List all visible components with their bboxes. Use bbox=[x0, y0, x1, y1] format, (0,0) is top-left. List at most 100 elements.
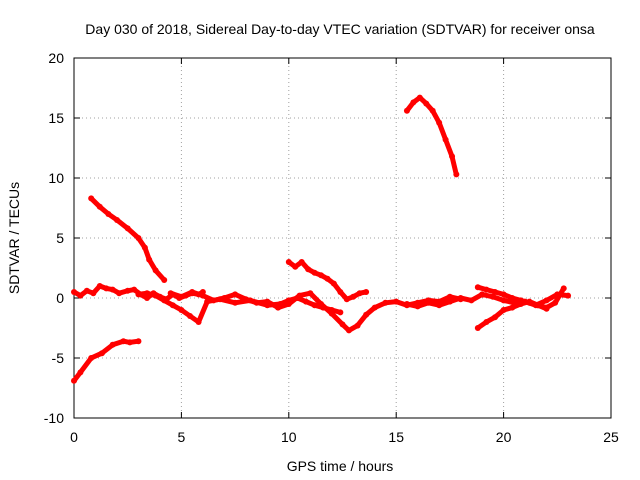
grid-lines bbox=[74, 58, 611, 418]
data-point bbox=[232, 291, 239, 298]
data-point bbox=[71, 289, 77, 295]
x-tick-label: 20 bbox=[496, 429, 512, 445]
data-point bbox=[77, 292, 84, 299]
data-point bbox=[298, 259, 305, 265]
data-point bbox=[305, 266, 312, 273]
data-point bbox=[88, 355, 95, 361]
data-point bbox=[324, 275, 331, 282]
series-arc-2 bbox=[88, 195, 167, 283]
data-point bbox=[393, 298, 400, 305]
data-point bbox=[275, 304, 282, 311]
data-point bbox=[232, 299, 239, 306]
x-tick-label: 5 bbox=[178, 429, 186, 445]
data-point bbox=[565, 292, 572, 299]
data-point bbox=[199, 292, 206, 299]
y-tick-label: 0 bbox=[56, 290, 64, 306]
data-point bbox=[526, 299, 533, 306]
data-point bbox=[135, 338, 142, 345]
data-point bbox=[124, 287, 131, 294]
data-point bbox=[126, 339, 133, 346]
data-point bbox=[429, 107, 436, 114]
data-point bbox=[88, 195, 95, 202]
y-tick-label: 10 bbox=[48, 170, 64, 186]
data-point bbox=[77, 369, 84, 376]
data-point bbox=[416, 94, 423, 101]
data-point bbox=[144, 295, 151, 301]
data-point bbox=[345, 327, 352, 334]
data-point bbox=[103, 285, 110, 292]
data-point bbox=[292, 263, 299, 270]
data-point bbox=[363, 311, 370, 318]
data-point bbox=[135, 291, 142, 298]
data-point bbox=[410, 99, 417, 106]
data-point bbox=[403, 301, 410, 307]
data-point bbox=[264, 298, 271, 305]
data-point bbox=[436, 119, 443, 126]
data-point bbox=[492, 314, 499, 321]
data-point bbox=[285, 259, 292, 265]
data-point bbox=[543, 305, 550, 312]
data-series bbox=[71, 94, 572, 384]
data-point bbox=[167, 290, 174, 297]
data-point bbox=[141, 244, 148, 251]
data-point bbox=[483, 319, 490, 325]
data-point bbox=[285, 301, 292, 307]
axis-ticks bbox=[73, 57, 612, 419]
data-point bbox=[552, 299, 559, 306]
data-point bbox=[500, 291, 507, 298]
data-point bbox=[131, 286, 138, 293]
data-point bbox=[354, 322, 361, 329]
data-point bbox=[509, 295, 516, 301]
x-tick-labels: 0 5 10 15 20 25 bbox=[70, 429, 619, 445]
data-point bbox=[210, 297, 217, 304]
data-point bbox=[509, 304, 516, 311]
data-point bbox=[500, 297, 507, 304]
data-point bbox=[146, 256, 153, 263]
data-point bbox=[109, 286, 116, 293]
data-point bbox=[116, 290, 123, 297]
y-tick-label: -5 bbox=[52, 350, 65, 366]
data-point bbox=[161, 297, 168, 304]
data-point bbox=[371, 304, 378, 311]
data-point bbox=[105, 211, 112, 217]
x-tick-label: 0 bbox=[70, 429, 78, 445]
data-point bbox=[328, 310, 335, 317]
data-point bbox=[152, 292, 159, 299]
data-point bbox=[307, 290, 314, 297]
data-point bbox=[483, 286, 490, 293]
data-point bbox=[330, 280, 337, 287]
x-tick-label: 10 bbox=[281, 429, 297, 445]
data-point bbox=[363, 289, 370, 295]
data-point bbox=[242, 296, 249, 303]
data-point bbox=[337, 289, 344, 295]
series-arc-1 bbox=[71, 338, 141, 384]
data-point bbox=[479, 291, 486, 298]
y-tick-label: 15 bbox=[48, 110, 64, 126]
series-arc-8 bbox=[404, 291, 571, 309]
data-point bbox=[442, 136, 449, 143]
data-point bbox=[356, 290, 363, 297]
data-point bbox=[311, 269, 318, 276]
data-point bbox=[436, 302, 443, 309]
y-tick-labels: -10 -5 0 5 10 15 20 bbox=[44, 50, 64, 426]
data-point bbox=[98, 350, 105, 357]
data-point bbox=[489, 293, 496, 300]
data-point bbox=[423, 100, 430, 107]
data-point bbox=[350, 293, 357, 300]
data-point bbox=[96, 283, 103, 289]
data-point bbox=[120, 338, 127, 345]
data-point bbox=[337, 309, 344, 316]
data-point bbox=[90, 290, 97, 297]
y-tick-label: -10 bbox=[44, 410, 64, 426]
data-point bbox=[425, 299, 432, 306]
data-point bbox=[343, 296, 350, 303]
data-point bbox=[152, 267, 159, 274]
data-point bbox=[189, 289, 196, 295]
data-point bbox=[446, 298, 453, 305]
data-point bbox=[113, 217, 120, 223]
data-point bbox=[453, 171, 460, 178]
data-point bbox=[135, 235, 142, 241]
data-point bbox=[311, 302, 318, 309]
data-point bbox=[474, 325, 481, 331]
data-point bbox=[543, 297, 550, 304]
